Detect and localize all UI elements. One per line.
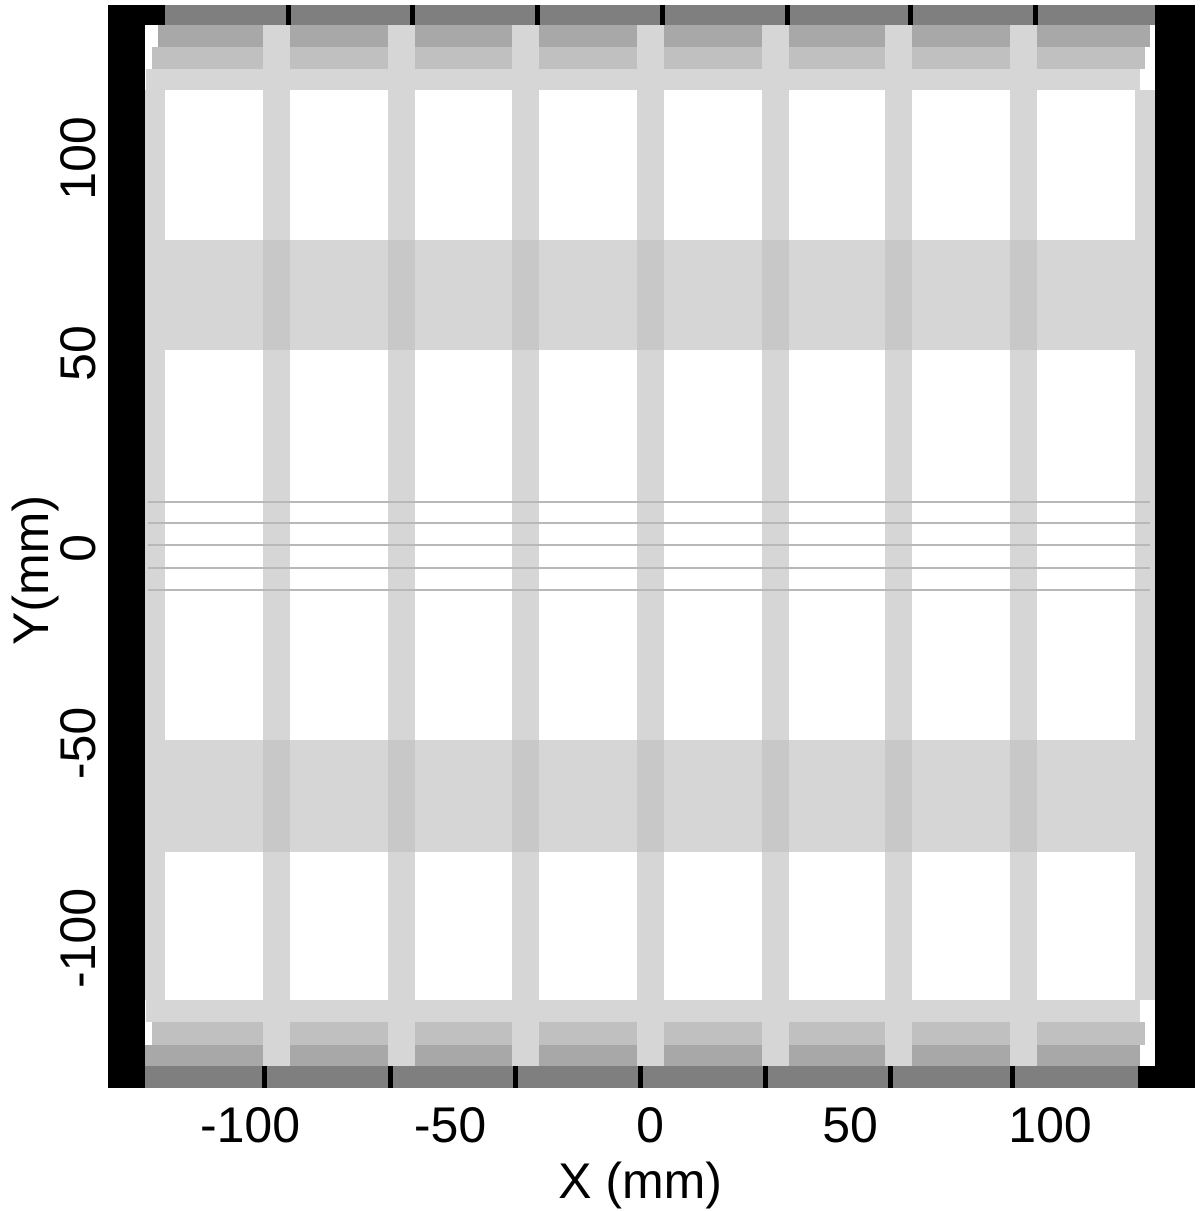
right-black-bar bbox=[1155, 5, 1195, 1088]
gap-overlap bbox=[512, 740, 539, 852]
x-axis-label: X (mm) bbox=[558, 1153, 722, 1209]
x-tick-label: 100 bbox=[1008, 1097, 1091, 1153]
x-tick-label: -100 bbox=[200, 1097, 300, 1153]
gap-overlap bbox=[762, 740, 789, 852]
y-tick-label: 0 bbox=[50, 534, 106, 562]
module-mark-top bbox=[1033, 5, 1038, 25]
y-axis-label: Y(mm) bbox=[3, 495, 59, 645]
gap-overlap bbox=[1010, 240, 1037, 350]
gap-overlap bbox=[762, 240, 789, 350]
gap-overlap bbox=[1010, 740, 1037, 852]
module-mark-top bbox=[410, 5, 415, 25]
module-mark-bottom bbox=[1010, 1066, 1015, 1088]
left-black-corner bbox=[108, 5, 165, 25]
x-tick-label: 0 bbox=[636, 1097, 664, 1153]
y-tick-label: -100 bbox=[50, 888, 106, 988]
gap-overlap bbox=[263, 240, 290, 350]
module-mark-bottom bbox=[763, 1066, 768, 1088]
gap-overlap bbox=[637, 240, 664, 350]
gap-overlap bbox=[263, 740, 290, 852]
module-mark-top bbox=[785, 5, 790, 25]
right-black-corner bbox=[1138, 1066, 1155, 1088]
gap-overlap bbox=[637, 740, 664, 852]
gap-overlap bbox=[388, 740, 415, 852]
module-mark-top bbox=[908, 5, 913, 25]
gap-overlap bbox=[885, 240, 912, 350]
x-axis-ticks: -100 -50 0 50 100 bbox=[200, 1097, 1092, 1153]
gap-overlap bbox=[388, 240, 415, 350]
x-tick-label: -50 bbox=[414, 1097, 486, 1153]
module-mark-bottom bbox=[513, 1066, 518, 1088]
module-mark-top bbox=[286, 5, 291, 25]
y-tick-label: 100 bbox=[50, 116, 106, 199]
module-mark-bottom bbox=[638, 1066, 643, 1088]
module-mark-top bbox=[535, 5, 540, 25]
gap-overlap bbox=[512, 240, 539, 350]
module-mark-bottom bbox=[888, 1066, 893, 1088]
module-mark-bottom bbox=[388, 1066, 393, 1088]
module-mark-bottom bbox=[262, 1066, 267, 1088]
y-tick-label: 50 bbox=[50, 325, 106, 381]
left-black-bar bbox=[108, 5, 145, 1088]
x-tick-label: 50 bbox=[822, 1097, 878, 1153]
y-axis-ticks: -100 -50 0 50 100 bbox=[50, 116, 106, 988]
gap-overlap bbox=[885, 740, 912, 852]
plot-area bbox=[108, 5, 1195, 1088]
module-mark-top bbox=[660, 5, 665, 25]
y-tick-label: -50 bbox=[50, 707, 106, 779]
